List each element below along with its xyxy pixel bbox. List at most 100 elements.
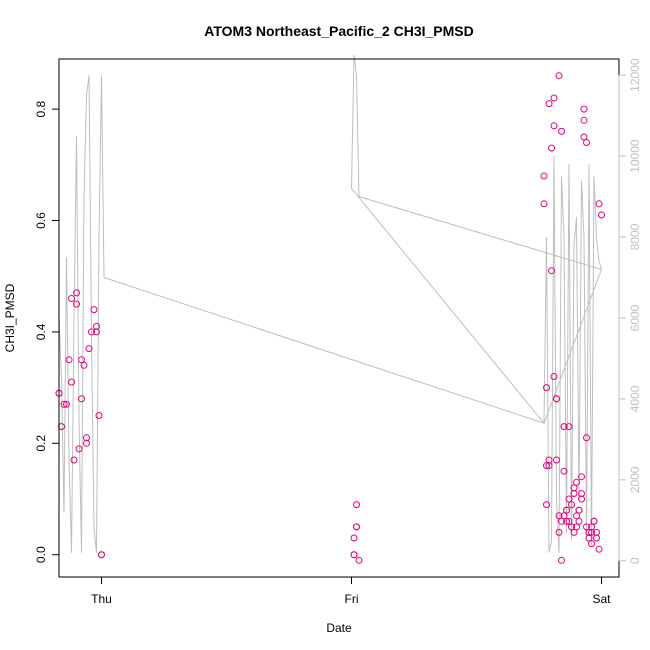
- data-point: [580, 116, 588, 124]
- data-point: [350, 551, 358, 559]
- data-point: [595, 545, 603, 553]
- right-tick-label: 10000: [628, 139, 642, 173]
- data-point: [68, 378, 75, 386]
- data-point: [583, 523, 590, 531]
- y-axis: 0.0 0.2 0.4 0.6 0.8: [34, 100, 60, 563]
- data-point: [565, 517, 573, 525]
- right-tick-label: 6000: [628, 304, 642, 331]
- x-axis: Thu Fri Sat: [91, 576, 611, 606]
- right-tick-label: 4000: [628, 385, 642, 412]
- data-point: [63, 400, 70, 408]
- data-point: [563, 506, 570, 514]
- data-point: [95, 412, 103, 419]
- data-point: [578, 495, 585, 503]
- data-point: [93, 322, 100, 330]
- plot-frame: [58, 58, 620, 578]
- data-point: [575, 506, 583, 514]
- right-tick-label: 0: [628, 557, 642, 564]
- x-tick-label: Thu: [91, 592, 112, 606]
- x-axis-label: Date: [326, 621, 352, 635]
- data-point: [68, 295, 75, 302]
- y-tick-label: 0.2: [34, 435, 48, 452]
- plot-area: [55, 54, 605, 564]
- data-point: [588, 540, 595, 548]
- data-point: [598, 211, 605, 219]
- right-tick-label: 8000: [628, 223, 642, 250]
- data-point: [73, 300, 80, 308]
- data-point: [585, 528, 593, 536]
- y-tick-label: 0.8: [34, 100, 48, 117]
- data-point: [583, 139, 590, 146]
- data-point: [555, 528, 563, 536]
- data-point: [65, 356, 73, 364]
- data-point: [568, 523, 575, 531]
- data-point: [73, 289, 80, 297]
- data-point: [580, 133, 588, 141]
- data-point: [545, 462, 553, 470]
- data-point: [560, 423, 568, 431]
- data-point: [550, 373, 558, 380]
- data-point: [590, 517, 598, 525]
- data-point: [570, 528, 578, 536]
- data-point: [570, 490, 578, 497]
- data-point: [548, 267, 555, 275]
- y-axis-label: CH3I_PMSD: [3, 283, 17, 352]
- data-point: [353, 501, 360, 509]
- data-point: [583, 434, 590, 442]
- data-point: [548, 144, 555, 152]
- altitude-line: [58, 54, 603, 553]
- data-point: [593, 534, 600, 542]
- data-point: [555, 512, 563, 520]
- data-point: [553, 456, 560, 464]
- data-point: [85, 345, 93, 353]
- data-point: [573, 512, 580, 520]
- y-tick-label: 0.6: [34, 212, 48, 229]
- data-point: [543, 462, 550, 470]
- data-point: [80, 361, 88, 369]
- data-point: [573, 523, 580, 531]
- data-point: [88, 328, 95, 336]
- data-point: [78, 356, 85, 364]
- data-point: [560, 467, 568, 475]
- data-point: [558, 556, 565, 564]
- data-point: [580, 105, 588, 113]
- data-point: [70, 456, 78, 464]
- data-point: [543, 384, 550, 392]
- data-point: [98, 551, 105, 559]
- data-point: [60, 400, 68, 408]
- data-point: [350, 534, 358, 542]
- right-axis: 0 2000 4000 6000 8000 10000 12000: [618, 58, 642, 564]
- data-point: [550, 94, 558, 102]
- data-point: [563, 517, 570, 525]
- data-point: [573, 478, 580, 486]
- data-point: [540, 200, 548, 208]
- data-point: [543, 501, 550, 509]
- chart-title: ATOM3 Northeast_Pacific_2 CH3I_PMSD: [204, 23, 473, 39]
- data-point: [553, 395, 560, 403]
- data-point: [595, 200, 603, 208]
- right-tick-label: 12000: [628, 58, 642, 92]
- data-point: [560, 512, 568, 520]
- data-point: [565, 423, 573, 431]
- data-point: [578, 473, 585, 481]
- data-point: [588, 528, 595, 536]
- y-tick-label: 0.0: [34, 546, 48, 563]
- x-tick-label: Sat: [592, 592, 611, 606]
- data-point: [90, 306, 98, 314]
- y-tick-label: 0.4: [34, 323, 48, 340]
- data-point: [353, 523, 360, 531]
- data-point: [545, 100, 553, 108]
- data-point: [575, 517, 583, 525]
- data-point: [555, 72, 563, 80]
- data-point: [78, 395, 85, 403]
- data-point: [540, 172, 548, 180]
- data-point: [558, 127, 565, 135]
- data-point: [558, 517, 565, 525]
- data-point: [355, 556, 363, 564]
- data-point: [75, 445, 83, 453]
- data-point: [83, 439, 90, 447]
- right-tick-label: 2000: [628, 466, 642, 493]
- data-point: [550, 122, 558, 130]
- x-tick-label: Fri: [345, 592, 359, 606]
